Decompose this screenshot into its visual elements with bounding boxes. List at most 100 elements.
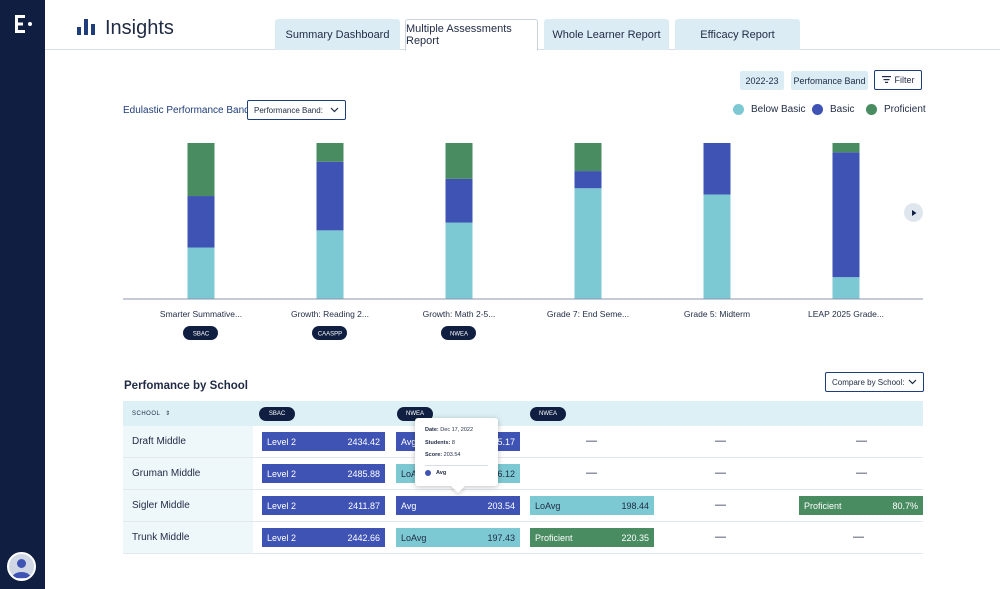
performance-band-select[interactable]: Performance Band: (247, 100, 346, 120)
section-title: Perfomance by School (124, 380, 248, 392)
bar-segment-proficient[interactable] (832, 143, 860, 153)
empty-value: — (856, 435, 867, 447)
legend-label: Below Basic (751, 104, 806, 115)
filter-button[interactable]: Filter (874, 70, 922, 90)
series-dot (425, 469, 431, 476)
legend-proficient: Proficient (866, 104, 926, 115)
tab-whole-learner-report[interactable]: Whole Learner Report (544, 19, 669, 50)
empty-value: — (853, 531, 864, 543)
test-type-pill (441, 326, 476, 340)
school-header-label: SCHOOL (132, 411, 161, 417)
empty-value: — (586, 467, 597, 479)
legend-dot (812, 104, 823, 115)
school-name[interactable]: Draft Middle (123, 426, 253, 457)
bar-segment-below-basic[interactable] (445, 222, 473, 299)
legend-basic: Basic (812, 104, 854, 115)
table-row: Draft Middle Level 2 2434.42 Avg 205.17 — … (123, 426, 923, 458)
edulastic-logo[interactable] (13, 14, 35, 34)
bar-segment-basic[interactable] (316, 161, 344, 231)
performance-band-value: Performance Band: (254, 105, 323, 115)
stacked-bar-chart: Smarter Summative... SBAC Growth: Reading … (123, 143, 923, 340)
empty-value: — (715, 531, 726, 543)
table-header: SCHOOL ⇕ SBAC NWEA NWEA (123, 401, 923, 426)
empty-value: — (715, 435, 726, 447)
score-tooltip: Date: Dec 17, 2022 Students: 8 Score: 20… (415, 418, 498, 494)
tooltip-students: Students: 8 (425, 439, 455, 446)
tooltip-series: Avg (425, 469, 488, 476)
test-type-pill (312, 326, 347, 340)
compare-by-value: Compare by School: (832, 377, 905, 387)
sidebar (0, 0, 45, 589)
x-tick-label: Grade 5: Midterm (684, 309, 750, 319)
bar-chart-icon (77, 19, 95, 38)
filter-icon (881, 75, 891, 85)
bar-segment-below-basic[interactable] (574, 188, 602, 299)
band-label: Edulastic Performance Band (123, 105, 250, 116)
tooltip-score: Score: 203.54 (425, 452, 461, 458)
empty-value: — (715, 499, 726, 511)
chevron-down-icon (908, 377, 917, 388)
tab-multiple-assessments-report[interactable]: Multiple Assessments Report (405, 19, 538, 51)
filter-label: Filter (894, 75, 915, 85)
bar-segment-basic[interactable] (574, 171, 602, 189)
chevron-down-icon (330, 105, 339, 116)
school-name[interactable]: Trunk Middle (123, 522, 253, 553)
legend-label: Proficient (884, 104, 926, 115)
score-cell[interactable]: Proficient 220.35 (530, 528, 654, 547)
score-cell[interactable]: LoAvg 198.44 (530, 496, 654, 515)
bar-segment-basic[interactable] (445, 178, 473, 223)
page-title: Insights (105, 17, 174, 39)
score-cell[interactable]: Level 2 2442.66 (262, 528, 385, 547)
score-cell[interactable]: LoAvg 197.43 (396, 528, 520, 547)
tab-efficacy-report[interactable]: Efficacy Report (675, 19, 800, 50)
x-tick-label: Growth: Reading 2... (291, 309, 369, 319)
bar-segment-basic[interactable] (832, 152, 860, 278)
bar-segment-basic[interactable] (187, 196, 215, 248)
test-type-label: NWEA (450, 332, 468, 338)
school-name[interactable]: Gruman Middle (123, 458, 253, 489)
bar-segment-proficient[interactable] (445, 143, 473, 179)
test-type-label: SBAC (193, 332, 210, 338)
bar-segment-below-basic[interactable] (187, 247, 215, 299)
bar-segment-below-basic[interactable] (316, 230, 344, 299)
score-cell[interactable]: Avg 203.54 (396, 496, 520, 515)
score-cell[interactable]: Level 2 2411.87 (262, 496, 385, 515)
empty-value: — (856, 467, 867, 479)
bar-segment-proficient[interactable] (187, 143, 215, 197)
x-tick-label: Smarter Summative... (160, 309, 242, 319)
table-row: Trunk Middle Level 2 2442.66 LoAvg 197.43 … (123, 522, 923, 554)
bar-segment-proficient[interactable] (574, 143, 602, 172)
test-type-label: CAASPP (318, 332, 342, 338)
legend-below-basic: Below Basic (733, 104, 805, 115)
tooltip-date: Date: Dec 17, 2022 (425, 427, 474, 433)
x-tick-label: LEAP 2025 Grade... (808, 309, 884, 319)
school-name[interactable]: Sigler Middle (123, 490, 253, 521)
tab-summary-dashboard[interactable]: Summary Dashboard (275, 19, 400, 50)
empty-value: — (586, 435, 597, 447)
test-type-pill (183, 326, 218, 340)
school-column-header[interactable]: SCHOOL ⇕ (132, 410, 171, 417)
legend-label: Basic (830, 104, 855, 115)
table-row: Gruman Middle Level 2 2485.88 LoAvg 196.12… (123, 458, 923, 490)
bar-segment-below-basic[interactable] (832, 277, 860, 299)
legend-dot (733, 104, 744, 115)
next-page-button[interactable] (904, 203, 923, 222)
compare-by-select[interactable]: Compare by School: (825, 372, 924, 392)
bar-segment-below-basic[interactable] (703, 194, 731, 299)
year-chip[interactable]: 2022-23 (740, 71, 784, 90)
sort-icon: ⇕ (165, 411, 171, 417)
score-cell[interactable]: Level 2 2485.88 (262, 464, 385, 483)
user-avatar[interactable] (7, 552, 36, 581)
legend-dot (866, 104, 877, 115)
band-chip[interactable]: Perfomance Band (791, 71, 868, 90)
column-tag-nwea-1: NWEA (397, 407, 433, 421)
bar-segment-basic[interactable] (703, 143, 731, 195)
score-cell[interactable]: Level 2 2434.42 (262, 432, 385, 451)
column-tag-sbac: SBAC (259, 407, 295, 421)
x-tick-label: Grade 7: End Seme... (547, 309, 629, 319)
table-row: Sigler Middle Level 2 2411.87 Avg 203.54 L… (123, 490, 923, 522)
score-cell[interactable]: Proficient 80.7% (799, 496, 923, 515)
bar-segment-proficient[interactable] (316, 143, 344, 162)
x-tick-label: Growth: Math 2-5... (423, 309, 496, 319)
empty-value: — (715, 467, 726, 479)
